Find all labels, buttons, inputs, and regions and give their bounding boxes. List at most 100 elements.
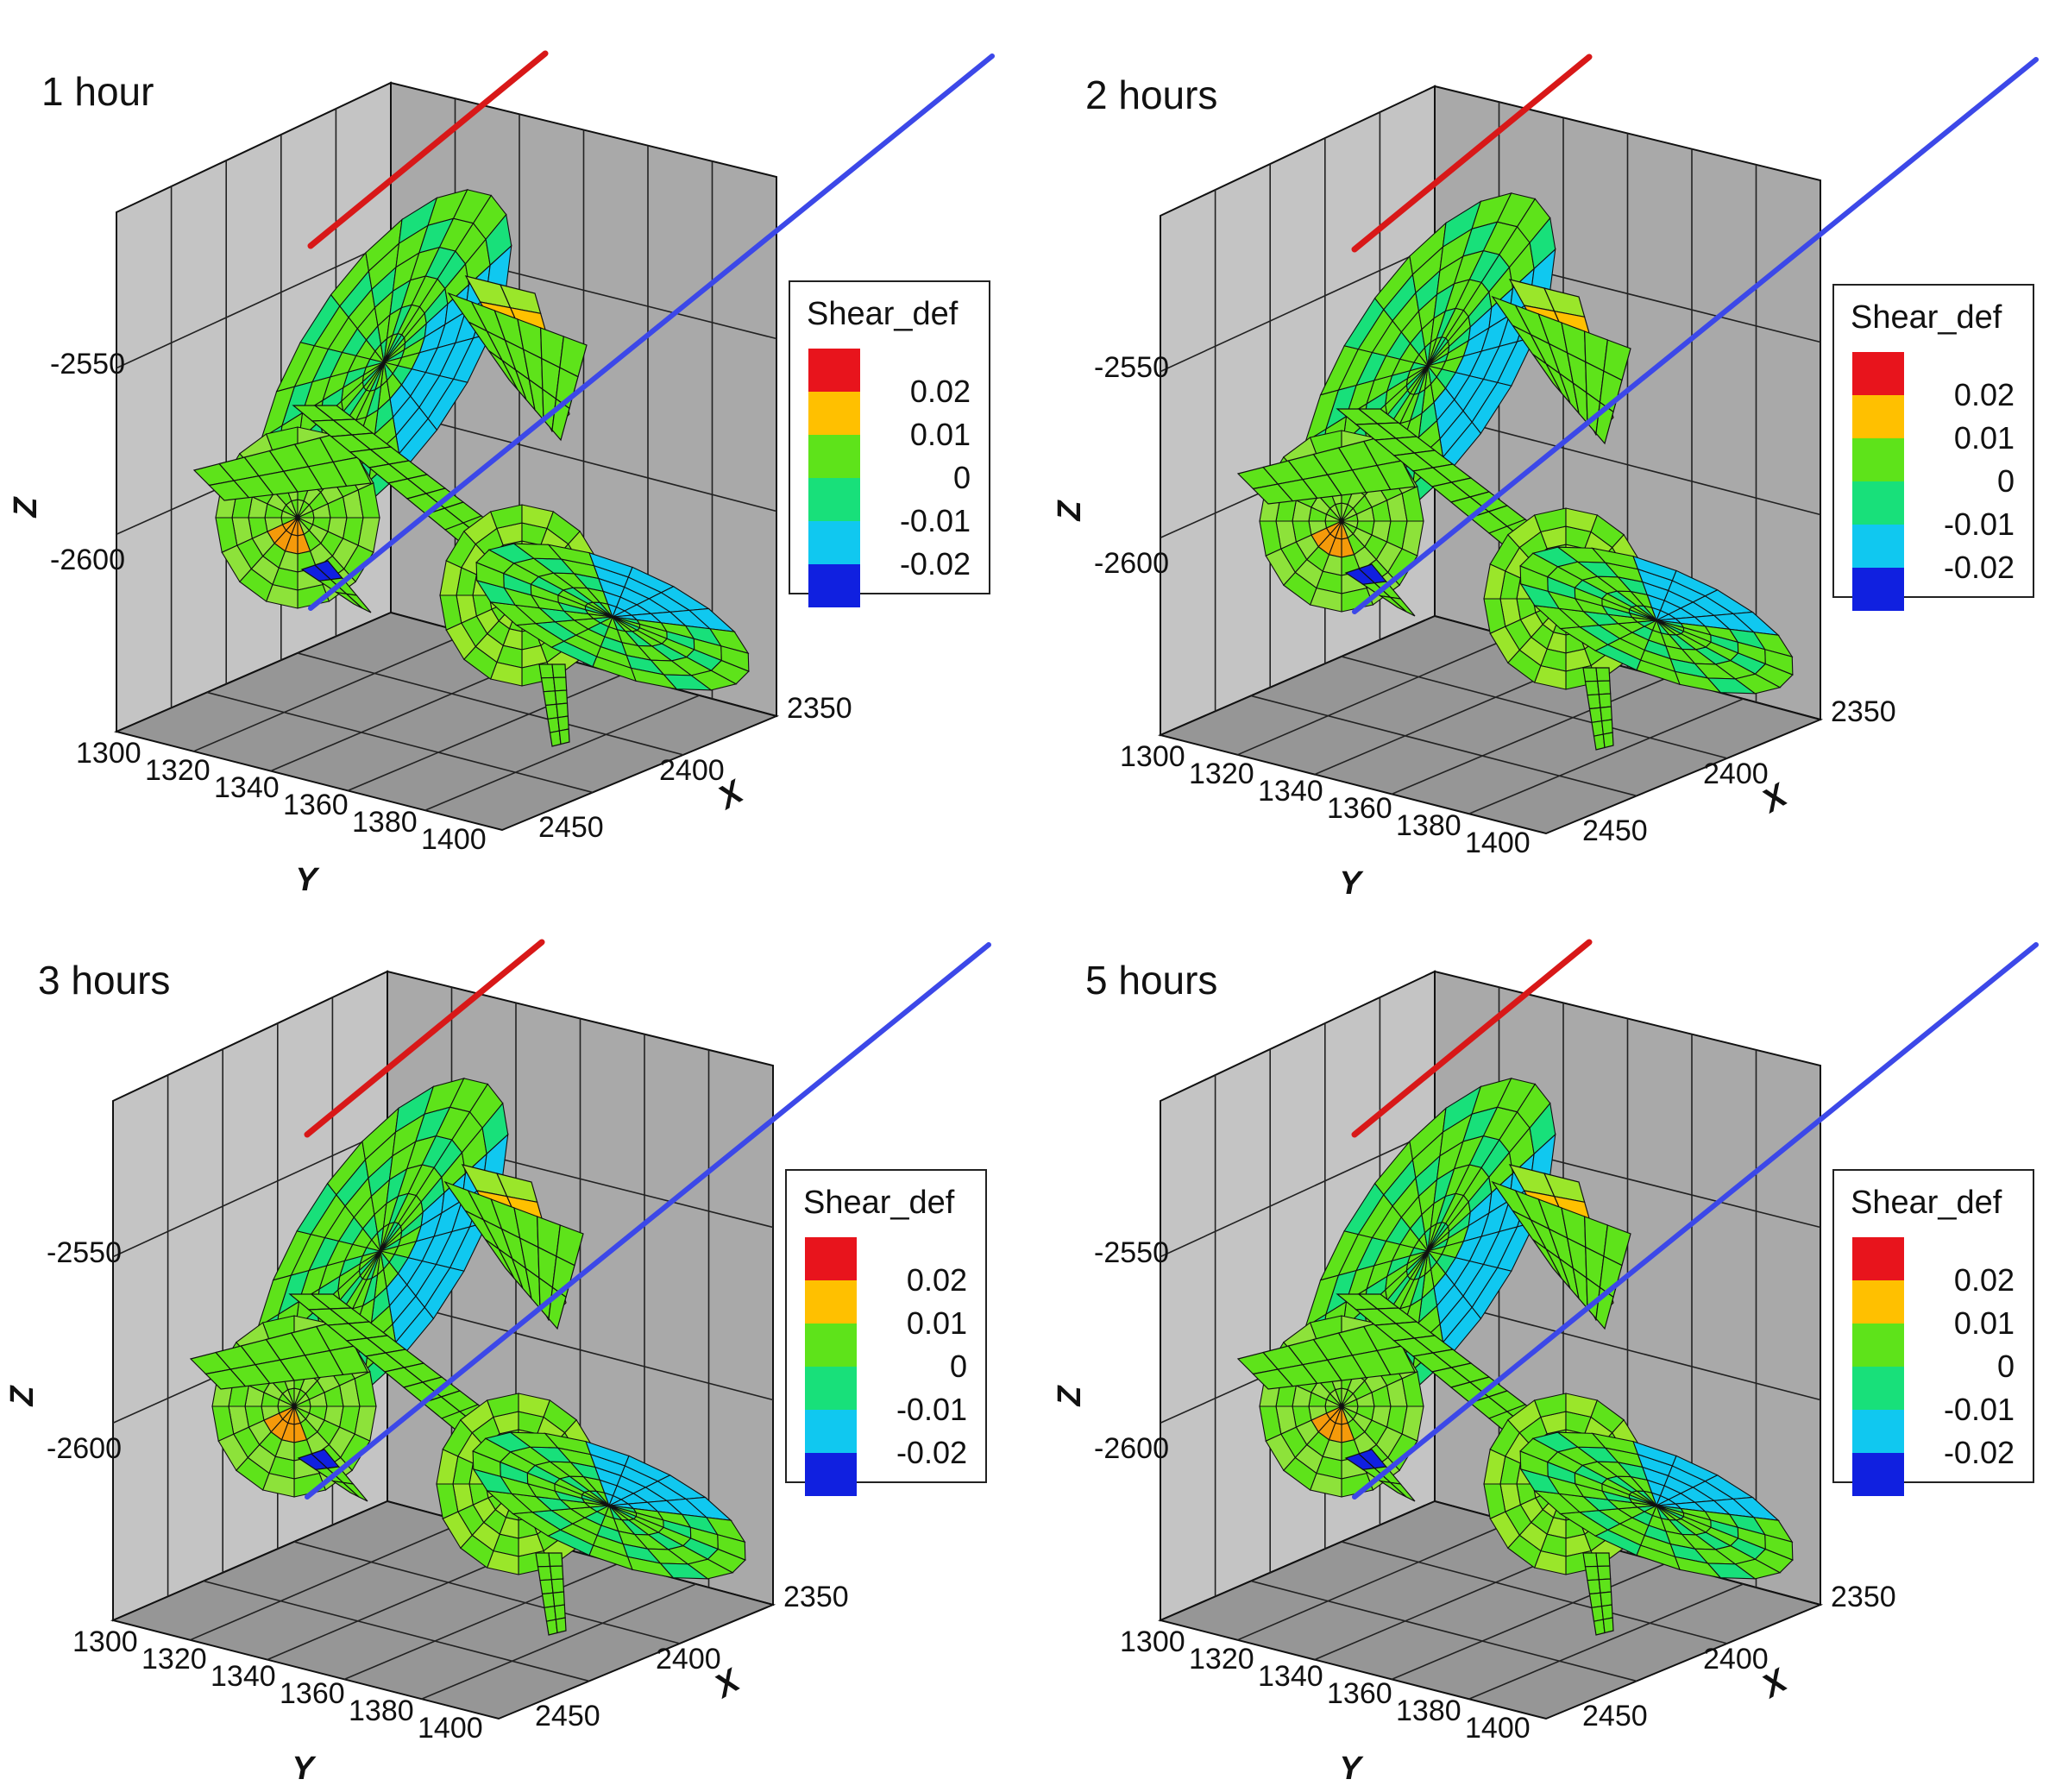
grid-line	[424, 695, 700, 811]
floor	[113, 611, 780, 832]
grid-line	[1237, 1521, 1512, 1641]
mesh-cell	[357, 482, 380, 519]
grid-line	[347, 674, 623, 792]
mesh-cell	[1600, 1591, 1612, 1607]
z-tick-label: -2550	[47, 1236, 122, 1269]
panel-title: 3 hours	[38, 958, 170, 1003]
mesh-cell	[1600, 706, 1612, 722]
floor	[1157, 614, 1824, 835]
red-line	[307, 50, 549, 249]
grid-line	[1468, 1583, 1744, 1700]
y-tick-label: 1360	[1327, 1677, 1392, 1710]
z-axis-title: Z	[1052, 500, 1088, 522]
legend-swatch	[1852, 568, 1904, 611]
legend-swatch	[1852, 525, 1904, 568]
small-fin	[297, 1449, 368, 1502]
floor	[1157, 1500, 1824, 1720]
mesh-cell	[556, 702, 569, 719]
mesh-cell	[1388, 596, 1416, 617]
mesh-cell	[550, 1578, 565, 1594]
legend-label: 0	[953, 460, 971, 495]
grid-line	[190, 1521, 465, 1641]
legend-swatch	[805, 1237, 857, 1280]
y-tick-label: 1340	[214, 771, 280, 804]
y-tick-label: 1380	[1396, 1695, 1461, 1727]
legend-label: -0.01	[896, 1392, 967, 1427]
legend-label: -0.02	[896, 1435, 967, 1470]
y-tick-label: 1340	[1258, 775, 1323, 808]
mesh-cell	[720, 645, 750, 672]
y-tick-label: 1380	[352, 806, 418, 839]
z-tick-label: -2600	[50, 544, 125, 576]
mesh-cell	[1598, 1578, 1612, 1594]
mesh-cell	[1401, 486, 1424, 522]
x-tick-label: 2350	[1831, 695, 1896, 728]
mesh-cell	[535, 1552, 551, 1568]
legend-swatch	[808, 478, 860, 521]
x-tick-label: 2450	[1582, 814, 1648, 847]
grid-line	[1160, 1129, 1436, 1258]
legend-swatch	[808, 349, 860, 392]
mesh-cell	[539, 1579, 554, 1595]
legend-label: 0	[1997, 463, 2015, 499]
floor	[110, 1500, 776, 1720]
grid-line	[1434, 413, 1821, 516]
panel-4: 5 hours -2550 -2600 Z 1300132013401360138014…	[1052, 939, 2039, 1787]
y-tick-label: 1400	[421, 823, 487, 856]
y-axis-title: Y	[1339, 1751, 1364, 1787]
y-tick-label: 1360	[283, 789, 349, 821]
mesh-cell	[1582, 667, 1599, 682]
mesh-cell	[557, 715, 569, 732]
legend-title: Shear_def	[803, 1185, 955, 1221]
mesh-cell	[1764, 649, 1794, 676]
y-tick-label: 1320	[141, 1643, 207, 1676]
x-tick-label: 2400	[1703, 1643, 1769, 1676]
bottom-stem	[1582, 1552, 1614, 1636]
mesh-cell	[1388, 1481, 1416, 1502]
mesh-cell	[540, 676, 556, 693]
mesh-cell	[1496, 1078, 1537, 1113]
legend-swatch	[1852, 481, 1904, 525]
y-tick-label: 1320	[1189, 1643, 1254, 1676]
legend-swatch	[1852, 1367, 1904, 1410]
legend-label: 0.02	[907, 1262, 967, 1298]
z-axis-title: Z	[1052, 1385, 1088, 1407]
legend-swatch	[1852, 1280, 1904, 1324]
legend-swatch	[1852, 1324, 1904, 1367]
mesh-cell	[538, 663, 555, 679]
mesh-cell	[1587, 694, 1601, 710]
y-axis-title: Y	[292, 1751, 317, 1787]
grid-line	[1250, 695, 1637, 797]
y-tick-label: 1300	[1120, 740, 1185, 773]
legend-label: 0.01	[910, 417, 971, 452]
y-tick-label: 1360	[1327, 792, 1392, 825]
legend-title: Shear_def	[807, 296, 959, 332]
upper-right-fin-green	[1491, 295, 1631, 445]
legend-label: 0.02	[1954, 1262, 2015, 1298]
mesh-cell	[1401, 1371, 1424, 1407]
legend: Shear_def 0.02 0.01 0 -0.01 -0.02	[789, 280, 990, 607]
x-tick-label: 2450	[538, 811, 604, 844]
legend-swatch	[1852, 1453, 1904, 1496]
mesh-cell	[1595, 1552, 1611, 1568]
red-line	[1351, 939, 1593, 1138]
legend-label: 0.02	[910, 374, 971, 409]
mesh-cell	[1597, 680, 1612, 695]
legend-label: -0.01	[1944, 506, 2015, 542]
panel-2: 2 hours -2550 -2600 Z 1300132013401360138014…	[1052, 53, 2039, 902]
y-tick-label: 1320	[145, 754, 211, 787]
bottom-stem	[1582, 667, 1614, 751]
mesh-cell	[1597, 1565, 1612, 1581]
mesh-cell	[717, 1534, 746, 1561]
mesh-cell	[554, 1604, 566, 1620]
legend-swatch	[805, 1367, 857, 1410]
y-tick-label: 1400	[1465, 827, 1531, 859]
y-axis-title: Y	[1339, 865, 1364, 902]
legend-swatch	[805, 1324, 857, 1367]
right-lobe	[1519, 1431, 1794, 1580]
small-fin	[300, 560, 372, 613]
grid-line	[116, 241, 392, 369]
mesh-cell	[449, 1078, 489, 1113]
mesh-cell	[1602, 1617, 1614, 1634]
x-tick-label: 2400	[656, 1643, 721, 1676]
